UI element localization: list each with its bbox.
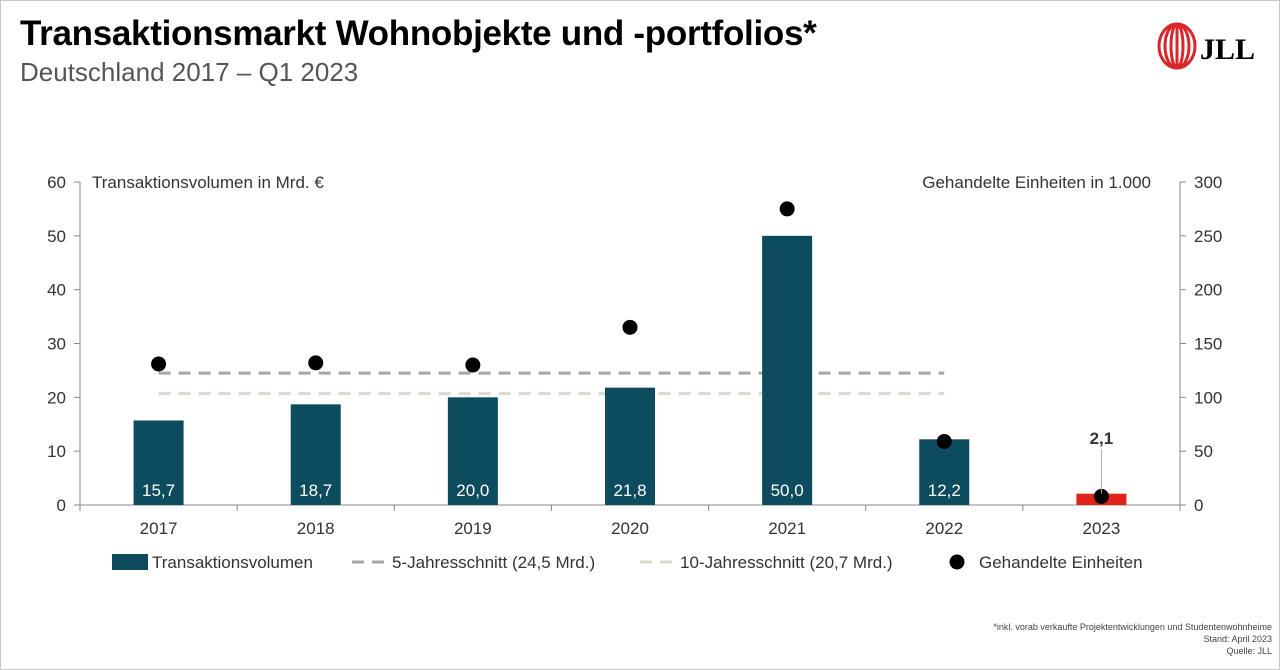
jll-logo-text: JLL [1200,33,1255,66]
bar-value-label: 18,7 [299,481,332,500]
stand-note: Stand: April 2023 [1203,634,1272,644]
x-tick-label: 2018 [297,519,335,538]
legend-label-units: Gehandelte Einheiten [979,553,1143,572]
page-subtitle: Deutschland 2017 – Q1 2023 [20,57,359,87]
legend: Transaktionsvolumen 5-Jahresschnitt (24,5… [112,553,1143,572]
right-axis-label: Gehandelte Einheiten in 1.000 [922,173,1151,192]
bar-value-label: 20,0 [456,481,489,500]
x-tick-label: 2017 [140,519,178,538]
jll-logo-mark [1157,22,1197,70]
units-dot [779,201,795,217]
left-tick-label: 60 [47,173,66,192]
x-tick-label: 2021 [768,519,806,538]
units-dot [308,355,324,371]
units-dot [936,433,952,449]
left-tick-label: 30 [47,335,66,354]
left-axis-label: Transaktionsvolumen in Mrd. € [92,173,324,192]
x-tick-label: 2019 [454,519,492,538]
right-tick-label: 150 [1194,335,1222,354]
page-title: Transaktionsmarkt Wohnobjekte und -portf… [20,14,817,53]
chart-axes: 2017 2018 2019 2020 2021 2022 2023 0 10 20 30 40 50 6… [47,173,1222,538]
bar [447,397,498,505]
legend-swatch-bars [112,554,148,570]
legend-swatch-units [949,554,965,570]
right-tick-label: 100 [1194,388,1222,407]
x-tick-label: 2022 [925,519,963,538]
bar [762,235,813,506]
left-tick-label: 40 [47,281,66,300]
right-tick-label: 250 [1194,227,1222,246]
left-tick-label: 50 [47,227,66,246]
bar-value-label: 50,0 [771,481,804,500]
left-tick-label: 0 [57,496,66,515]
left-tick-label: 10 [47,442,66,461]
legend-label-ten-year: 10-Jahresschnitt (20,7 Mrd.) [680,553,893,572]
x-tick-label: 2023 [1083,519,1121,538]
jll-logo: JLL [1157,22,1255,70]
source-note: Quelle: JLL [1226,646,1272,656]
right-tick-label: 50 [1194,442,1213,461]
legend-label-bars: Transaktionsvolumen [152,553,313,572]
footnote: *inkl. vorab verkaufte Projektentwicklun… [993,622,1272,632]
bar-value-label: 15,7 [142,481,175,500]
bars [133,235,1127,506]
x-tick-label: 2020 [611,519,649,538]
bar-value-label: 2,1 [1090,429,1114,448]
bar [133,420,184,505]
chart: 2017 2018 2019 2020 2021 2022 2023 0 10 20 30 40 50 6… [47,173,1222,572]
average-lines [158,371,945,396]
units-dot [151,356,167,372]
bar [919,439,970,505]
legend-label-five-year: 5-Jahresschnitt (24,5 Mrd.) [392,553,595,572]
bar [290,404,341,505]
right-tick-label: 300 [1194,173,1222,192]
bar-value-label: 21,8 [613,481,646,500]
units-dot [622,319,638,335]
right-tick-label: 0 [1194,496,1203,515]
left-tick-label: 20 [47,388,66,407]
chart-labels: 15,7 18,7 20,0 21,8 50,0 12,2 2,1 [142,429,1113,500]
units-dots [151,201,1109,504]
bar-value-label: 12,2 [928,481,961,500]
bar [605,387,655,505]
units-dot [1093,488,1109,504]
right-tick-label: 200 [1194,281,1222,300]
units-dot [465,357,481,373]
